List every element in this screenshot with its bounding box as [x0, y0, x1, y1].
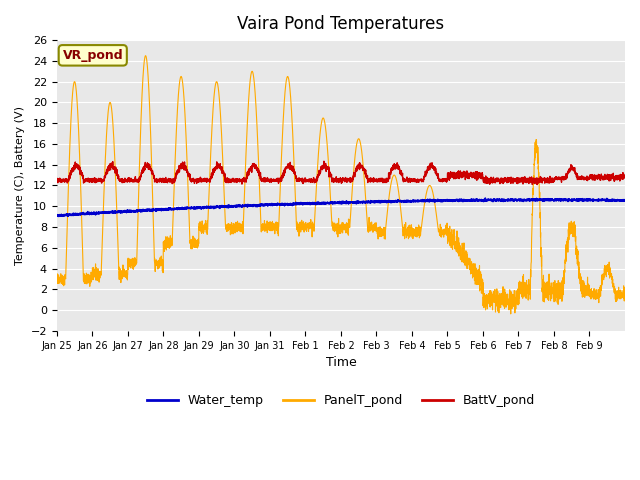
Legend: Water_temp, PanelT_pond, BattV_pond: Water_temp, PanelT_pond, BattV_pond — [141, 389, 540, 412]
Title: Vaira Pond Temperatures: Vaira Pond Temperatures — [237, 15, 444, 33]
Y-axis label: Temperature (C), Battery (V): Temperature (C), Battery (V) — [15, 106, 25, 265]
X-axis label: Time: Time — [326, 356, 356, 369]
Text: VR_pond: VR_pond — [63, 49, 123, 62]
